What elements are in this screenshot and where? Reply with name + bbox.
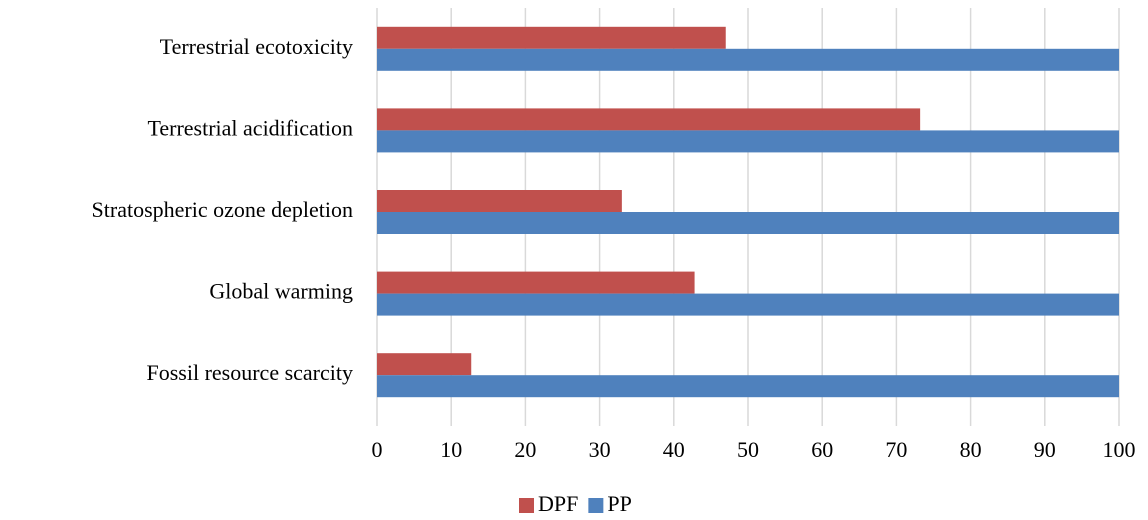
x-tick-label: 30 <box>589 437 611 462</box>
y-tick-label: Terrestrial ecotoxicity <box>160 34 353 59</box>
bar <box>377 130 1119 153</box>
bar <box>377 212 1119 234</box>
x-tick-label: 40 <box>663 437 685 462</box>
x-tick-label: 70 <box>885 437 907 462</box>
x-tick-label: 50 <box>737 437 759 462</box>
y-tick-label: Stratospheric ozone depletion <box>92 197 353 222</box>
x-tick-label: 80 <box>960 437 982 462</box>
legend-label: DPF <box>538 491 578 516</box>
bar <box>377 108 921 131</box>
x-tick-label: 20 <box>514 437 536 462</box>
legend-swatch <box>588 498 604 513</box>
bar <box>377 353 472 376</box>
x-tick-label: 10 <box>440 437 462 462</box>
bar <box>377 190 622 212</box>
bar <box>377 293 1119 316</box>
x-tick-label: 100 <box>1103 437 1136 462</box>
legend-label: PP <box>607 491 631 516</box>
y-tick-label: Global warming <box>209 279 353 304</box>
bar <box>377 26 726 49</box>
bar <box>377 48 1119 71</box>
y-tick-label: Terrestrial acidification <box>147 115 353 140</box>
x-tick-label: 90 <box>1034 437 1056 462</box>
bar <box>377 375 1119 398</box>
x-tick-label: 60 <box>811 437 833 462</box>
bar <box>377 271 695 294</box>
y-tick-label: Fossil resource scarcity <box>147 360 354 385</box>
x-tick-label: 0 <box>372 437 383 462</box>
legend-swatch <box>519 498 534 513</box>
